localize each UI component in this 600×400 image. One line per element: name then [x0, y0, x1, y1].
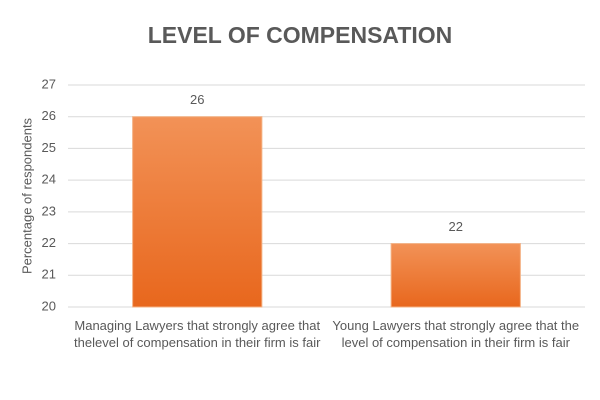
y-axis-label: Percentage of respondents	[19, 117, 34, 274]
data-label: 22	[449, 219, 463, 234]
data-label: 26	[190, 92, 204, 107]
y-tick-label: 26	[42, 108, 56, 123]
bar	[132, 116, 263, 308]
x-tick-label: Young Lawyers that strongly agree that t…	[332, 318, 579, 350]
y-tick-label: 25	[42, 140, 56, 155]
y-tick-label: 23	[42, 203, 56, 218]
y-tick-label: 20	[42, 298, 56, 313]
x-tick-label: Managing Lawyers that strongly agree tha…	[74, 318, 321, 350]
bar	[390, 243, 521, 308]
chart-title: LEVEL OF COMPENSATION	[148, 22, 453, 48]
y-tick-label: 27	[42, 76, 56, 91]
y-tick-label: 24	[42, 172, 56, 187]
y-tick-label: 21	[42, 267, 56, 282]
y-tick-label: 22	[42, 235, 56, 250]
